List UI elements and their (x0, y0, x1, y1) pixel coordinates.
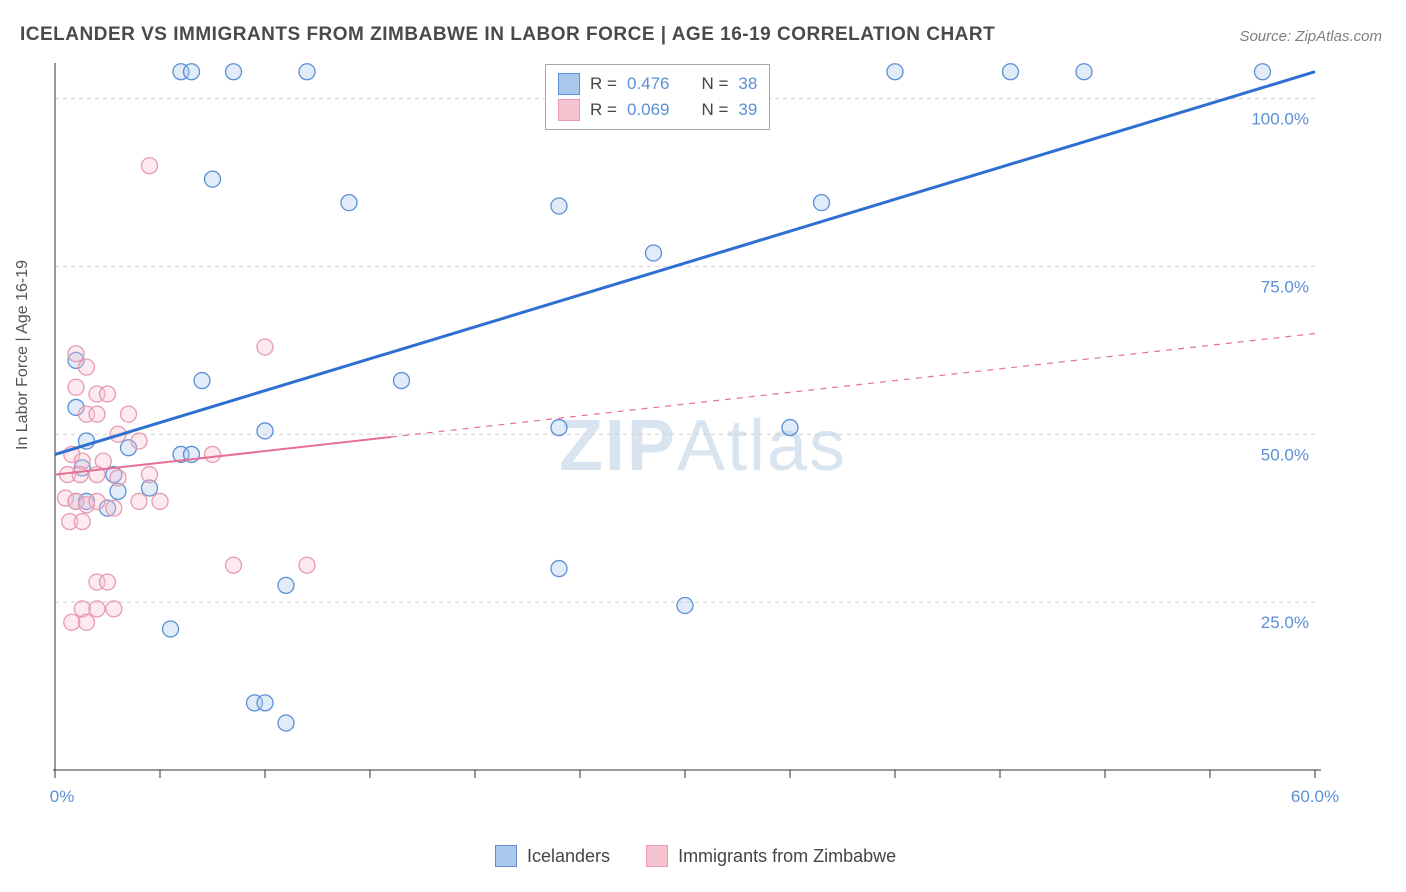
scatter-point (205, 446, 221, 462)
scatter-point (184, 64, 200, 80)
chart-title: ICELANDER VS IMMIGRANTS FROM ZIMBABWE IN… (20, 24, 995, 46)
scatter-point (74, 514, 90, 530)
legend-n-label: N = (701, 74, 728, 94)
scatter-point (205, 171, 221, 187)
scatter-point (257, 695, 273, 711)
legend-r-label: R = (590, 100, 617, 120)
legend-row: R = 0.476 N = 38 (558, 71, 757, 97)
svg-text:50.0%: 50.0% (1261, 445, 1309, 464)
scatter-point (131, 493, 147, 509)
svg-text:60.0%: 60.0% (1291, 787, 1339, 806)
scatter-point (551, 420, 567, 436)
scatter-point (110, 470, 126, 486)
scatter-point (257, 423, 273, 439)
svg-text:75.0%: 75.0% (1261, 277, 1309, 296)
scatter-point (106, 601, 122, 617)
scatter-point (152, 493, 168, 509)
scatter-point (551, 561, 567, 577)
source-attribution: Source: ZipAtlas.com (1239, 28, 1382, 45)
scatter-point (226, 557, 242, 573)
legend-label: Icelanders (527, 846, 610, 867)
scatter-point (814, 195, 830, 211)
scatter-plot: 25.0% 50.0% 75.0% 100.0% 0.0% 60.0% (50, 60, 1380, 815)
legend-swatch (558, 99, 580, 121)
legend-swatch (646, 845, 668, 867)
scatter-point (394, 373, 410, 389)
scatter-point (79, 359, 95, 375)
scatter-point (278, 715, 294, 731)
scatter-point (677, 598, 693, 614)
scatter-point (163, 621, 179, 637)
scatter-point (299, 557, 315, 573)
scatter-point (68, 346, 84, 362)
scatter-point (100, 386, 116, 402)
scatter-point (100, 574, 116, 590)
scatter-point (551, 198, 567, 214)
legend-r-value: 0.476 (627, 74, 670, 94)
scatter-point (131, 433, 147, 449)
scatter-point (226, 64, 242, 80)
correlation-legend: R = 0.476 N = 38 R = 0.069 N = 39 (545, 64, 770, 130)
scatter-point (1076, 64, 1092, 80)
legend-r-value: 0.069 (627, 100, 670, 120)
legend-n-value: 39 (738, 100, 757, 120)
legend-r-label: R = (590, 74, 617, 94)
scatter-point (72, 467, 88, 483)
series-legend: Icelanders Immigrants from Zimbabwe (495, 845, 896, 867)
scatter-point (68, 379, 84, 395)
legend-item: Immigrants from Zimbabwe (646, 845, 896, 867)
scatter-point (89, 493, 105, 509)
scatter-point (89, 406, 105, 422)
legend-swatch (558, 73, 580, 95)
scatter-point (782, 420, 798, 436)
regression-line-dashed (391, 334, 1315, 437)
legend-item: Icelanders (495, 845, 610, 867)
scatter-point (64, 614, 80, 630)
legend-label: Immigrants from Zimbabwe (678, 846, 896, 867)
y-axis-label: In Labor Force | Age 16-19 (14, 260, 32, 450)
scatter-point (79, 614, 95, 630)
legend-n-value: 38 (738, 74, 757, 94)
scatter-point (194, 373, 210, 389)
scatter-point (299, 64, 315, 80)
scatter-point (646, 245, 662, 261)
scatter-point (89, 601, 105, 617)
legend-n-label: N = (701, 100, 728, 120)
scatter-point (1003, 64, 1019, 80)
scatter-point (341, 195, 357, 211)
scatter-point (121, 406, 137, 422)
svg-text:0.0%: 0.0% (50, 787, 74, 806)
legend-swatch (495, 845, 517, 867)
scatter-point (278, 577, 294, 593)
scatter-point (142, 158, 158, 174)
scatter-point (142, 467, 158, 483)
svg-text:25.0%: 25.0% (1261, 613, 1309, 632)
svg-text:100.0%: 100.0% (1251, 110, 1309, 129)
scatter-point (106, 500, 122, 516)
scatter-point (1255, 64, 1271, 80)
scatter-point (257, 339, 273, 355)
scatter-point (887, 64, 903, 80)
legend-row: R = 0.069 N = 39 (558, 97, 757, 123)
